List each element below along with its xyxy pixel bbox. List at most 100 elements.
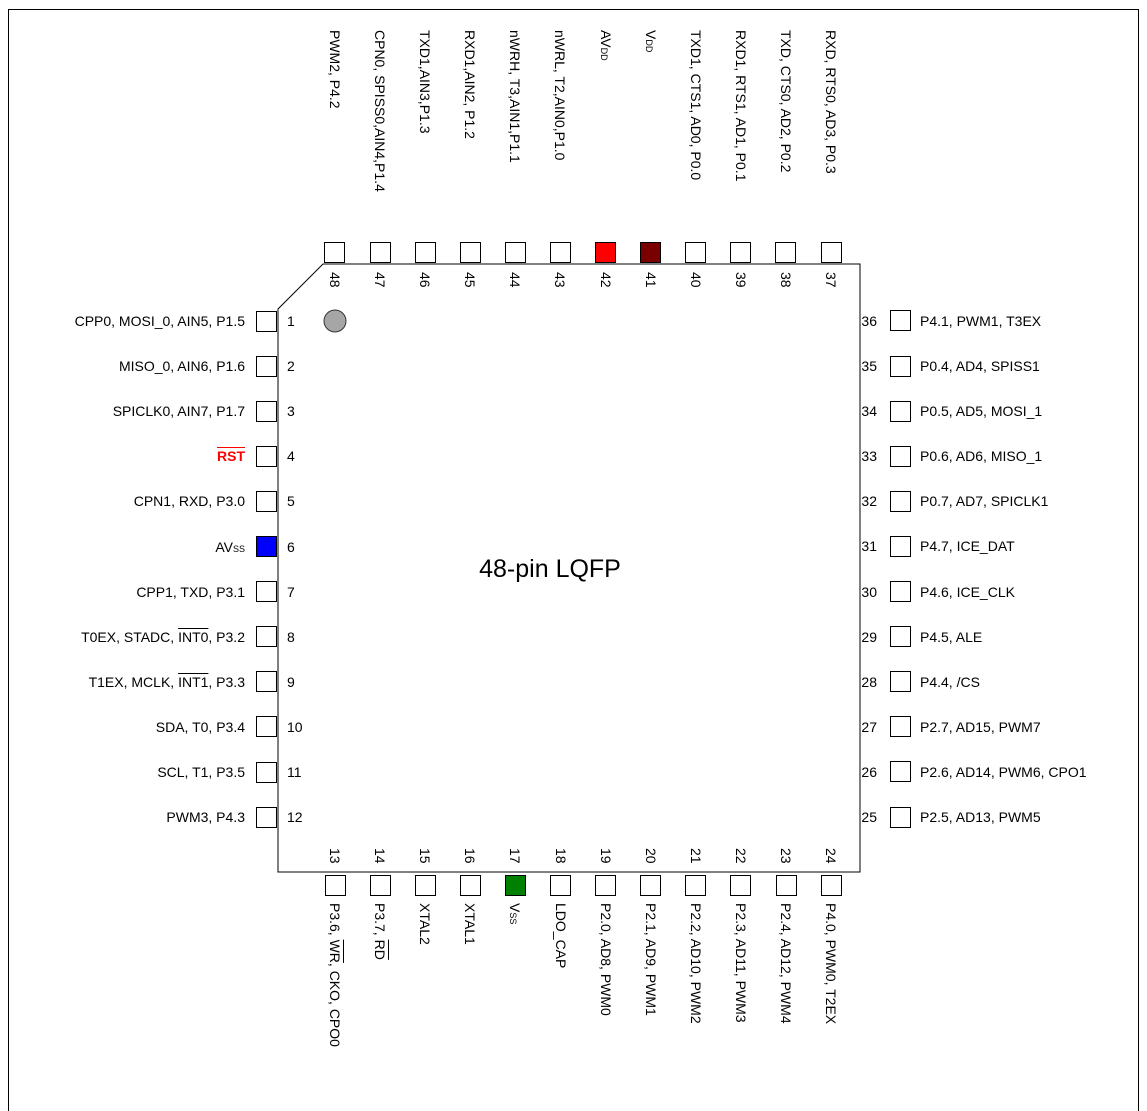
pin-label: P0.6, AD6, MISO_1 bbox=[920, 448, 1042, 464]
pin-label-part: DD bbox=[643, 39, 654, 53]
pin-pad bbox=[504, 242, 526, 263]
pin-label-part: P3.7, bbox=[372, 903, 389, 940]
pin-label-part: AV bbox=[597, 30, 614, 48]
pin-pad bbox=[890, 490, 911, 512]
pin-number: 27 bbox=[861, 718, 877, 735]
pin-number: 42 bbox=[597, 272, 614, 288]
pin-number: 26 bbox=[861, 763, 877, 780]
pin-number: 30 bbox=[861, 583, 877, 600]
pin-label-part: SS bbox=[508, 912, 519, 925]
pin-pad bbox=[640, 875, 662, 896]
pin-pad bbox=[256, 355, 277, 377]
pin-label: CPP1, TXD, P3.1 bbox=[136, 584, 245, 600]
pin-label-part: SDA, T0, P3.4 bbox=[155, 718, 245, 735]
pin-pad bbox=[890, 445, 911, 467]
pin-label-part: RXD1, RTS1, AD1, P0.1 bbox=[732, 30, 749, 182]
pin-pad bbox=[890, 761, 911, 783]
pin-label-part: , CKO, CPO0 bbox=[327, 962, 343, 1047]
pin-label-part: RST bbox=[217, 448, 245, 465]
pin-number: 24 bbox=[823, 848, 840, 864]
pin-number: 15 bbox=[417, 848, 434, 864]
pin-pad bbox=[256, 400, 277, 422]
pin-pad bbox=[324, 875, 346, 896]
pin-label-part: RXD, RTS0, AD3, P0.3 bbox=[823, 30, 839, 174]
pin-number: 19 bbox=[597, 848, 614, 864]
pin-number: 7 bbox=[287, 583, 295, 600]
pin-label: PWM3, P4.3 bbox=[166, 809, 245, 825]
pin-pad bbox=[890, 535, 911, 557]
pin-label: T1EX, MCLK, INT1, P3.3 bbox=[89, 674, 245, 690]
pin-number: 13 bbox=[327, 848, 343, 864]
pin-label: P2.1, AD9, PWM1 bbox=[643, 903, 659, 1016]
pin-label-part: P0.7, AD7, SPICLK1 bbox=[920, 493, 1049, 510]
pin-label-part: SPICLK0, AIN7, P1.7 bbox=[112, 403, 245, 420]
pin-pad bbox=[775, 875, 797, 896]
pin-number: 23 bbox=[778, 848, 794, 864]
pin-label: P2.2, AD10, PWM2 bbox=[688, 903, 704, 1024]
pin-pad bbox=[256, 310, 277, 332]
pin-label: P3.7, RD bbox=[372, 903, 388, 960]
pin-label: RST bbox=[217, 448, 245, 464]
pin-label-part: MISO_0, AIN6, P1.6 bbox=[118, 358, 245, 375]
pin-pad bbox=[730, 242, 752, 263]
pin-label-part: XTAL2 bbox=[417, 903, 434, 945]
pin-pad bbox=[730, 875, 752, 896]
pin-number: 46 bbox=[417, 272, 434, 288]
pin-label: CPN1, RXD, P3.0 bbox=[134, 493, 245, 509]
pin-label: P2.0, AD8, PWM0 bbox=[598, 903, 614, 1016]
pin-label: TXD1,AIN3,P1.3 bbox=[417, 30, 433, 134]
pin-label-part: T0EX, STADC, bbox=[81, 628, 179, 645]
pin-number: 31 bbox=[861, 538, 877, 555]
pin-label-part: P4.0, PWM0, T2EX bbox=[823, 903, 840, 1025]
pin-number: 36 bbox=[861, 312, 877, 329]
pin-pad bbox=[256, 445, 277, 467]
pin-label-part: PWM3, P4.3 bbox=[166, 809, 245, 826]
pin-label-part: P2.5, AD13, PWM5 bbox=[920, 809, 1041, 825]
pin-label: P4.4, /CS bbox=[920, 674, 980, 690]
pin-number: 11 bbox=[287, 764, 302, 780]
pin-pad bbox=[256, 671, 277, 693]
pin-label: P0.4, AD4, SPISS1 bbox=[920, 358, 1040, 374]
pin-pad bbox=[256, 536, 277, 557]
pin-label: AVSS bbox=[215, 539, 245, 557]
pin-label: LDO_CAP bbox=[553, 903, 569, 968]
pin-label-part: INT0 bbox=[178, 628, 209, 645]
pin-label-part: RD bbox=[372, 939, 389, 960]
pin-number: 39 bbox=[732, 272, 749, 288]
pin-label-part: CPP0, MOSI_0, AIN5, P1.5 bbox=[74, 313, 245, 329]
pin-label-part: V bbox=[507, 903, 524, 913]
pin-label-part: PWM2, P4.2 bbox=[326, 30, 343, 109]
chip-label: 48-pin LQFP bbox=[479, 555, 621, 583]
pin-label: CPN0, SPISS0,AIN4,P1.4 bbox=[372, 30, 388, 192]
pin-label-part: T1EX, MCLK, bbox=[88, 673, 179, 690]
pin-number: 28 bbox=[861, 673, 877, 690]
pin-pad bbox=[459, 242, 481, 263]
pin-label: P2.4, AD12, PWM4 bbox=[778, 903, 794, 1024]
pin-label: P4.1, PWM1, T3EX bbox=[920, 313, 1041, 329]
pin-label-part: P2.4, AD12, PWM4 bbox=[778, 903, 794, 1024]
pin-number: 4 bbox=[287, 448, 295, 465]
pin-number: 37 bbox=[823, 272, 839, 288]
pin1-indicator bbox=[323, 309, 347, 333]
pin-number: 41 bbox=[642, 272, 659, 288]
pin-number: 20 bbox=[642, 848, 659, 864]
pin-label-part: TXD1, CTS1, AD0, P0.0 bbox=[687, 30, 704, 181]
pin-label: TXD1, CTS1, AD0, P0.0 bbox=[688, 30, 704, 180]
pin-number: 3 bbox=[287, 403, 295, 420]
pin-number: 6 bbox=[287, 538, 295, 555]
pin-label-part: P2.3, AD11, PWM3 bbox=[732, 903, 749, 1023]
pin-number: 22 bbox=[732, 848, 749, 864]
pin-pad bbox=[549, 242, 571, 263]
pin-label-part: P0.5, AD5, MOSI_1 bbox=[920, 403, 1043, 420]
pin-label: P0.5, AD5, MOSI_1 bbox=[920, 403, 1042, 419]
pin-pad bbox=[890, 581, 911, 602]
pin-label-part: P2.6, AD14, PWM6, CPO1 bbox=[920, 763, 1087, 780]
pin-label: nWRL, T2,AIN0,P1.0 bbox=[552, 30, 568, 160]
pin-label-part: P0.6, AD6, MISO_1 bbox=[920, 448, 1043, 465]
pin-label-part: P3.6, bbox=[327, 903, 343, 940]
pin-label: CPP0, MOSI_0, AIN5, P1.5 bbox=[75, 313, 245, 329]
pin-number: 33 bbox=[861, 448, 877, 465]
pin-label: RXD1,AIN2, P1.2 bbox=[462, 30, 478, 139]
pin-label-part: P2.7, AD15, PWM7 bbox=[920, 718, 1041, 735]
pin-label-part: P2.1, AD9, PWM1 bbox=[642, 903, 659, 1016]
